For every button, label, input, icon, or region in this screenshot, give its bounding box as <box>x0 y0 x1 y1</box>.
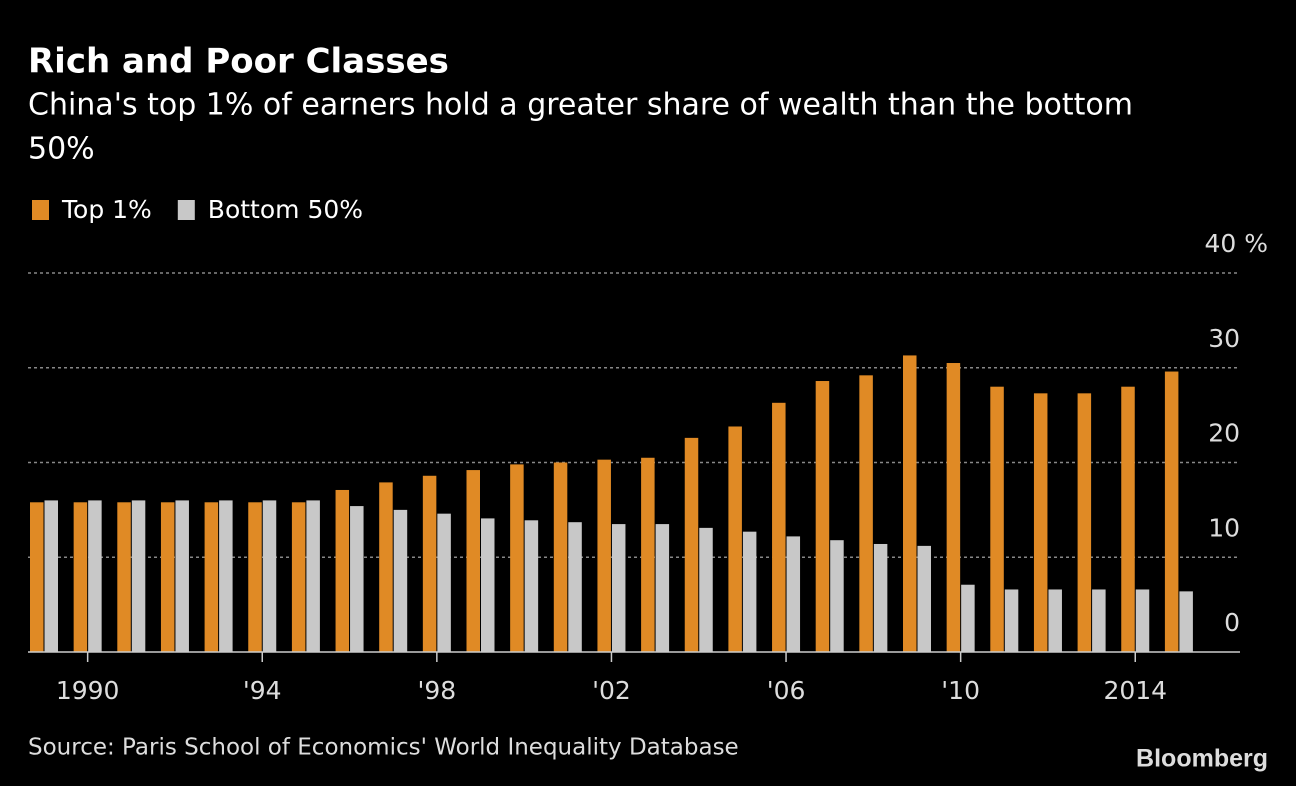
bar <box>641 457 655 652</box>
bar <box>903 355 917 652</box>
bar <box>422 475 437 652</box>
x-tick-label: 2014 <box>1103 676 1167 705</box>
x-tick-label: 1990 <box>56 676 120 705</box>
bar <box>306 500 320 652</box>
bar <box>248 502 262 652</box>
y-tick-label: 40 % <box>1204 229 1268 258</box>
bar <box>160 502 175 652</box>
bar <box>1135 589 1150 652</box>
bar <box>742 531 757 652</box>
legend-swatch <box>32 200 49 220</box>
bar <box>655 524 670 652</box>
bar <box>1033 393 1048 652</box>
bar <box>73 502 88 652</box>
bar <box>1164 371 1179 652</box>
bar <box>44 500 58 652</box>
chart-title: Rich and Poor Classes <box>28 42 449 82</box>
bar <box>611 524 626 652</box>
x-tick-label: '94 <box>243 676 282 705</box>
chart-subtitle: 50% <box>28 132 95 167</box>
bar <box>350 506 364 652</box>
x-tick-label: '06 <box>767 676 806 705</box>
chart-subtitle: China's top 1% of earners hold a greater… <box>28 88 1133 123</box>
x-tick-label: '98 <box>418 676 457 705</box>
bar <box>699 527 713 652</box>
bar <box>873 543 888 652</box>
bar <box>859 375 873 652</box>
bar <box>815 381 830 652</box>
bar <box>437 513 451 652</box>
bar <box>30 502 44 652</box>
bar <box>772 402 786 652</box>
bar <box>1179 591 1193 652</box>
y-tick-label: 10 <box>1208 513 1240 542</box>
bar <box>728 426 742 652</box>
bar <box>597 459 611 652</box>
legend-label: Top 1% <box>61 195 152 224</box>
x-tick-label: '10 <box>941 676 980 705</box>
bar <box>481 518 495 652</box>
legend-swatch <box>177 200 195 220</box>
bar <box>131 500 146 652</box>
bar <box>1004 589 1019 652</box>
bar <box>684 437 699 652</box>
y-tick-label: 0 <box>1224 608 1240 637</box>
bar <box>117 502 131 652</box>
bar <box>466 470 480 652</box>
legend-label: Bottom 50% <box>208 195 363 224</box>
bar <box>291 502 306 652</box>
bar <box>568 522 582 652</box>
bar <box>553 462 568 652</box>
bar <box>1048 589 1062 652</box>
brand-logo: Bloomberg <box>1136 745 1268 773</box>
bar <box>510 464 524 652</box>
bar <box>204 502 219 652</box>
bar <box>946 363 961 652</box>
bar <box>961 584 975 652</box>
y-tick-label: 20 <box>1208 419 1240 448</box>
bar <box>990 386 1004 652</box>
y-tick-label: 30 <box>1208 324 1240 353</box>
bar <box>786 536 801 652</box>
bar <box>262 500 277 652</box>
bar <box>335 489 350 652</box>
x-tick-label: '02 <box>592 676 631 705</box>
bar <box>524 520 539 652</box>
bar <box>1121 386 1135 652</box>
bar <box>830 540 844 652</box>
bar <box>1077 393 1092 652</box>
bar <box>175 500 189 652</box>
bar <box>917 545 931 652</box>
bar <box>219 500 233 652</box>
bar <box>1092 589 1106 652</box>
source-note: Source: Paris School of Economics' World… <box>28 735 739 761</box>
bar <box>393 509 408 652</box>
bar <box>88 500 102 652</box>
bar <box>379 482 393 652</box>
